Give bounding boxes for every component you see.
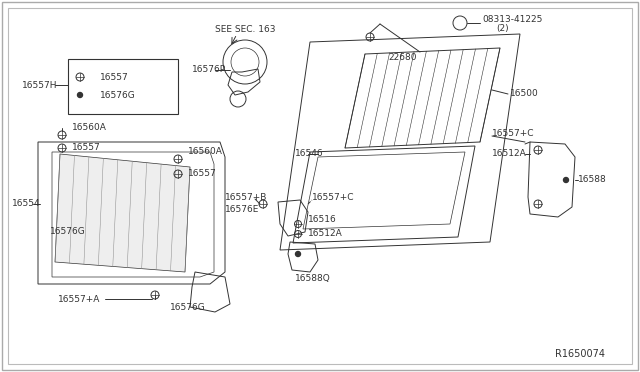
Text: 08313-41225: 08313-41225 [482, 15, 542, 23]
Text: 16546: 16546 [295, 150, 324, 158]
Text: 16557+A: 16557+A [58, 295, 100, 304]
Text: 16557: 16557 [72, 144, 100, 153]
Text: 16576G: 16576G [100, 90, 136, 99]
Text: 16557+B: 16557+B [225, 192, 268, 202]
Text: 16500: 16500 [510, 90, 539, 99]
Text: 16512A: 16512A [492, 150, 527, 158]
Text: 16557+C: 16557+C [492, 129, 534, 138]
Text: 16557H: 16557H [22, 80, 58, 90]
Text: 16557: 16557 [100, 73, 129, 81]
Text: (2): (2) [496, 25, 509, 33]
Text: 16588: 16588 [578, 176, 607, 185]
Text: 16588Q: 16588Q [295, 275, 331, 283]
Text: 16576P: 16576P [192, 65, 226, 74]
Text: 16576G: 16576G [50, 228, 86, 237]
Text: 16560A: 16560A [72, 122, 107, 131]
Text: 16516: 16516 [308, 215, 337, 224]
Text: 22680: 22680 [388, 52, 417, 61]
Text: 16560A: 16560A [188, 148, 223, 157]
Circle shape [563, 177, 568, 183]
Text: 16554: 16554 [12, 199, 40, 208]
Text: 16576E: 16576E [225, 205, 259, 215]
Polygon shape [55, 154, 190, 272]
Text: S: S [458, 19, 462, 28]
Text: 16576G: 16576G [170, 302, 205, 311]
Text: 16512A: 16512A [308, 230, 343, 238]
Text: R1650074: R1650074 [555, 349, 605, 359]
Text: 16557: 16557 [188, 170, 217, 179]
Circle shape [296, 251, 301, 257]
Circle shape [77, 93, 83, 97]
Text: 16557+C: 16557+C [312, 192, 355, 202]
Circle shape [453, 16, 467, 30]
Bar [68, 59, 178, 114]
Text: SEE SEC. 163: SEE SEC. 163 [215, 26, 275, 35]
